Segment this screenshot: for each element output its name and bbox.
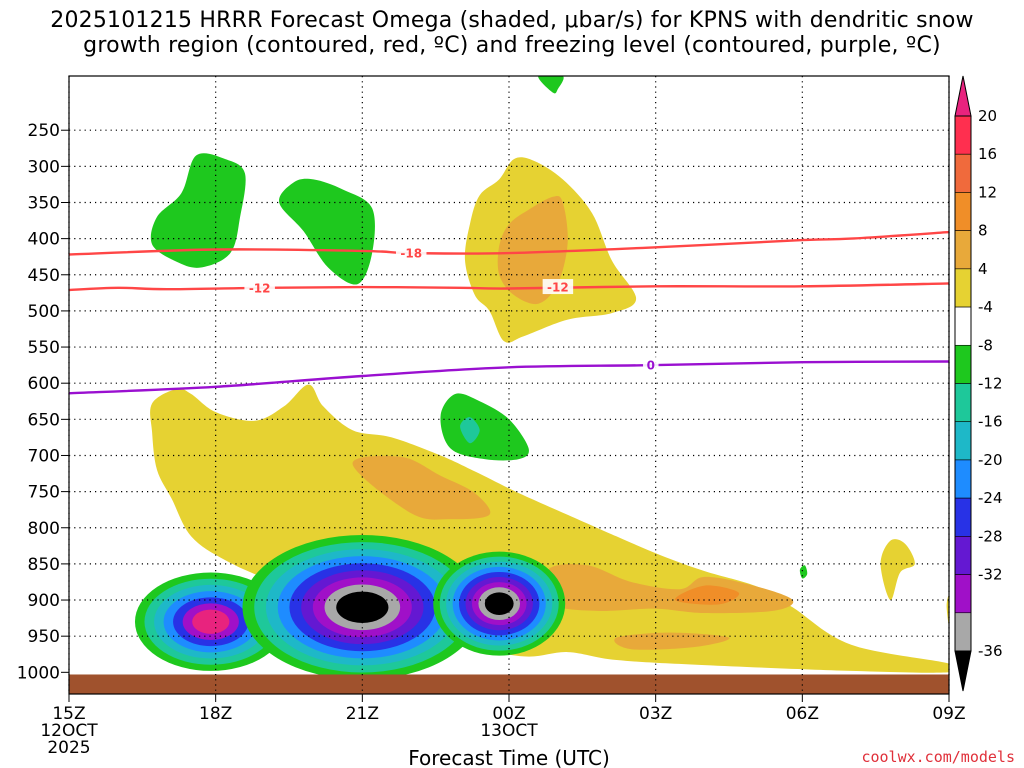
- colorbar-label: -12: [978, 375, 1003, 393]
- shaded-lower-orange-1: [352, 455, 491, 520]
- shaded-lower-green-blob: [440, 393, 529, 461]
- colorbar-label: 16: [978, 145, 997, 163]
- y-tick-label: 550: [28, 338, 60, 358]
- colorbar-swatch: [954, 459, 972, 499]
- shaded-upper-green-2: [279, 178, 375, 285]
- y-tick-label: 400: [28, 230, 60, 250]
- colorbar-label: 4: [978, 260, 988, 278]
- credit-text: coolwx.com/models: [861, 748, 1015, 766]
- colorbar-swatch: [954, 536, 972, 575]
- colorbar-label: 8: [978, 222, 988, 240]
- y-tick-label: 850: [28, 555, 60, 575]
- y-tick-label: 900: [28, 591, 60, 611]
- colorbar-bottom-arrow: [954, 650, 972, 692]
- contour-line-0: [69, 360, 949, 395]
- colorbar-swatch: [954, 268, 972, 308]
- shaded-small-green-dot: [799, 565, 808, 579]
- contour-label-bg: [395, 245, 427, 261]
- shaded-lower-orange-3: [675, 585, 740, 605]
- x-tick-label: 15Z: [52, 704, 85, 724]
- contour-label: -12: [249, 281, 271, 295]
- shaded-upper-orange: [497, 195, 568, 305]
- y-tick-label: 500: [28, 302, 60, 322]
- colorbar-label: -16: [978, 413, 1003, 431]
- omega-shaded-field: [69, 76, 949, 694]
- chart-title-line-2: growth region (contoured, red, ºC) and f…: [83, 33, 941, 58]
- colorbar-top-arrow: [954, 75, 972, 117]
- contour-label-bg: [542, 279, 574, 295]
- x-tick-label: 09Z: [932, 704, 965, 724]
- contour-line--12: [69, 282, 949, 292]
- shaded-lower-orange-4: [614, 632, 730, 650]
- shaded-upper-green-top: [538, 76, 564, 94]
- colorbar-swatch: [954, 497, 972, 537]
- contour-line--18: [69, 230, 949, 256]
- colorbar-label: -8: [978, 336, 993, 354]
- shaded-lower-teal-blob: [460, 417, 480, 444]
- contour-label: 0: [647, 359, 655, 373]
- colorbar-swatch: [954, 344, 972, 384]
- y-tick-label: 650: [28, 410, 60, 430]
- colorbar-swatch: [954, 574, 972, 614]
- x-tick-label: 00Z: [492, 704, 525, 724]
- ground-layer: [69, 674, 949, 694]
- y-tick-label: 350: [28, 193, 60, 213]
- y-tick-label: 450: [28, 266, 60, 286]
- colorbar-swatch: [954, 153, 972, 193]
- shaded-yellow-patch-e: [880, 539, 915, 601]
- colorbar: 20 16 12 8 4 -4 -8 -12 -16 -20 -24 -28 -32 -36: [954, 75, 1003, 692]
- x-axis-label: Forecast Time (UTC): [408, 746, 610, 768]
- shaded-upper-green-1: [150, 153, 246, 268]
- colorbar-frame: [954, 115, 972, 652]
- y-tick-label: 250: [28, 121, 60, 141]
- x-tick-label: 03Z: [639, 704, 672, 724]
- colorbar-swatch: [954, 383, 972, 423]
- colorbar-label: -24: [978, 489, 1003, 507]
- chart-title-line-1: 2025101215 HRRR Forecast Omega (shaded, …: [50, 8, 974, 33]
- y-tick-label: 600: [28, 374, 60, 394]
- y-tick-label: 750: [28, 483, 60, 503]
- colorbar-label: -36: [978, 642, 1003, 660]
- colorbar-label: -4: [978, 298, 993, 316]
- colorbar-swatch: [954, 306, 972, 346]
- chart-title: 2025101215 HRRR Forecast Omega (shaded, …: [0, 8, 1024, 58]
- pressure-axis: 250 300 350 400 450 500 550 600 650 700 750 800 850 9…: [17, 121, 69, 683]
- contour-label: -18: [400, 247, 422, 261]
- x-tick-label: 13OCT: [480, 721, 538, 741]
- y-tick-label: 1000: [17, 663, 60, 683]
- x-tick-label: 21Z: [346, 704, 379, 724]
- omega-core-west-ring: [192, 609, 230, 634]
- colorbar-label: 20: [978, 107, 997, 125]
- x-tick-label: 12OCT: [40, 721, 98, 741]
- colorbar-swatch: [954, 612, 972, 652]
- contour-label-bg: [643, 357, 659, 373]
- contour-label-bg: [244, 279, 275, 295]
- x-tick-label: 06Z: [786, 704, 819, 724]
- y-tick-label: 950: [28, 627, 60, 647]
- omega-core-east-ring: [484, 592, 514, 615]
- y-tick-label: 300: [28, 157, 60, 177]
- shaded-lower-orange-2: [545, 564, 794, 614]
- colorbar-swatch: [954, 115, 972, 155]
- y-tick-label: 700: [28, 446, 60, 466]
- y-tick-label: 800: [28, 519, 60, 539]
- colorbar-label: 12: [978, 183, 997, 201]
- colorbar-swatch: [954, 230, 972, 270]
- colorbar-swatch: [954, 192, 972, 231]
- colorbar-label: -20: [978, 451, 1003, 469]
- colorbar-label: -32: [978, 566, 1003, 584]
- temperature-contours: -18 -12 -12 0: [69, 230, 949, 395]
- x-tick-label: 18Z: [199, 704, 232, 724]
- chart-grid: [68, 76, 950, 694]
- colorbar-label: -28: [978, 527, 1003, 545]
- x-tick-label: 2025: [47, 738, 90, 758]
- colorbar-swatch: [954, 421, 972, 461]
- contour-label: -12: [547, 281, 569, 295]
